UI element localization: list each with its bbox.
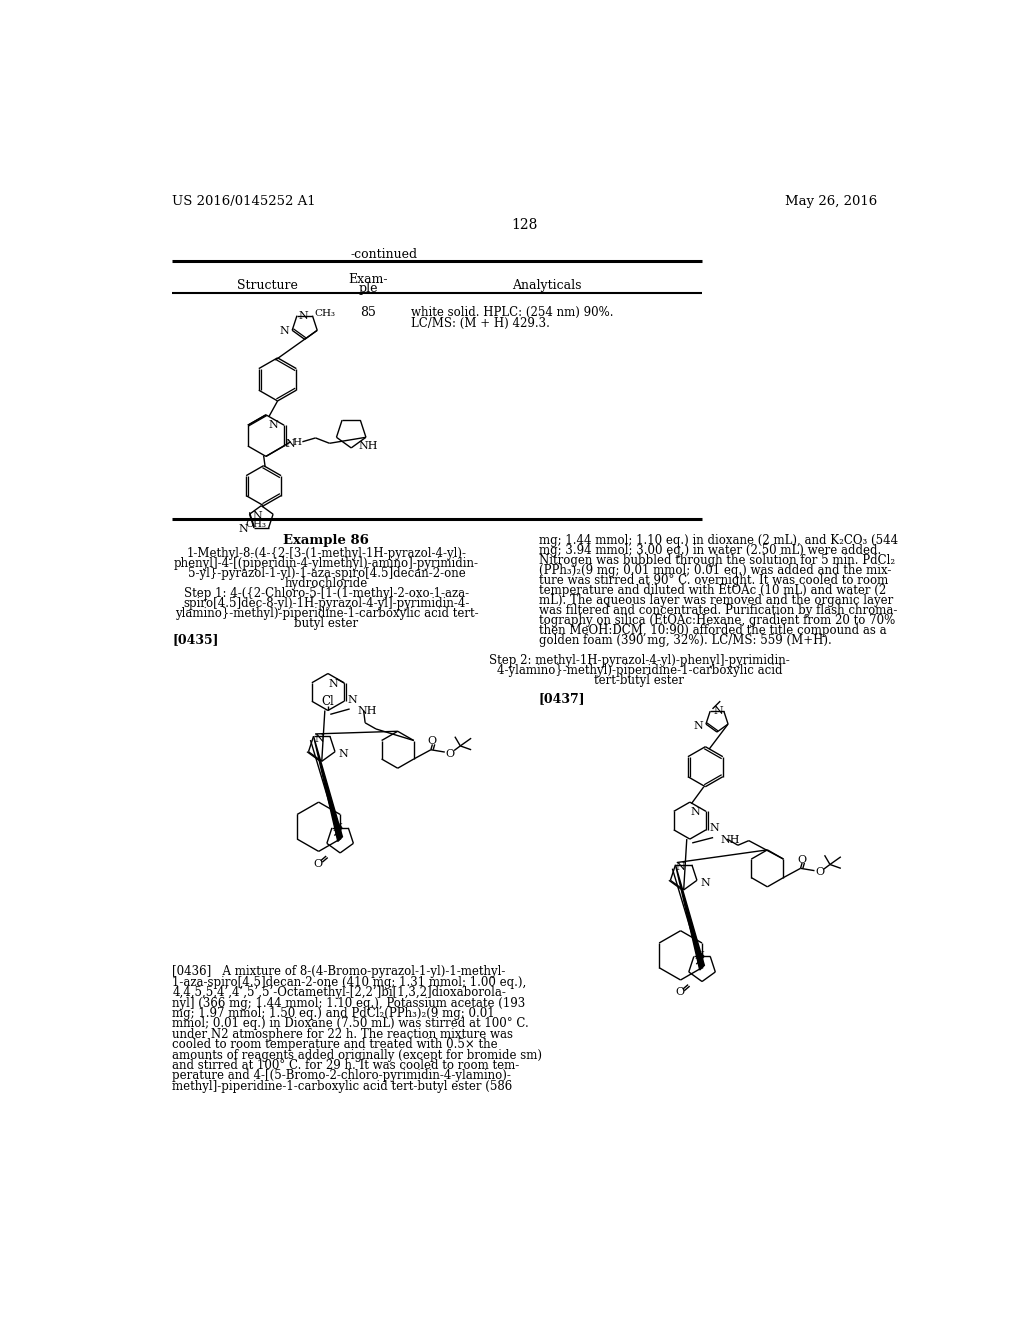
Text: CH₃: CH₃ [314,309,335,318]
Text: NH: NH [721,834,740,845]
Text: [0436]   A mixture of 8-(4-Bromo-pyrazol-1-yl)-1-methyl-: [0436] A mixture of 8-(4-Bromo-pyrazol-1… [172,965,506,978]
Text: butyl ester: butyl ester [294,616,358,630]
Polygon shape [313,737,342,841]
Text: 85: 85 [360,306,376,319]
Text: H: H [293,438,301,447]
Text: US 2016/0145252 A1: US 2016/0145252 A1 [172,194,315,207]
Text: N: N [299,310,308,321]
Text: Analyticals: Analyticals [512,280,582,292]
Text: phenyl]-4-[(piperidin-4-ylmethyl)-amino]-pyrimidin-: phenyl]-4-[(piperidin-4-ylmethyl)-amino]… [174,557,479,570]
Text: O: O [428,737,437,746]
Text: 4-ylamino}-methyl)-piperidine-1-carboxylic acid: 4-ylamino}-methyl)-piperidine-1-carboxyl… [497,664,782,677]
Text: 5-yl}-pyrazol-1-yl)-1-aza-spiro[4.5]decan-2-one: 5-yl}-pyrazol-1-yl)-1-aza-spiro[4.5]deca… [187,568,465,581]
Text: N: N [676,862,686,873]
Text: spiro[4.5]dec-8-yl)-1H-pyrazol-4-yl]-pyrimidin-4-: spiro[4.5]dec-8-yl)-1H-pyrazol-4-yl]-pyr… [183,597,470,610]
Text: Step 2: methyl-1H-pyrazol-4-yl)-phenyl]-pyrimidin-: Step 2: methyl-1H-pyrazol-4-yl)-phenyl]-… [489,655,790,668]
Text: LC/MS: (M + H) 429.3.: LC/MS: (M + H) 429.3. [411,317,550,330]
Text: N: N [314,734,324,743]
Text: N: N [694,952,705,961]
Text: ture was stirred at 90° C. overnight. It was cooled to room: ture was stirred at 90° C. overnight. It… [539,574,888,587]
Text: and stirred at 100° C. for 29 h. It was cooled to room tem-: and stirred at 100° C. for 29 h. It was … [172,1059,519,1072]
Text: N: N [333,822,342,833]
Text: mg; 1.97 mmol; 1.50 eq.) and PdCl₂(PPh₃)₂(9 mg; 0.01: mg; 1.97 mmol; 1.50 eq.) and PdCl₂(PPh₃)… [172,1007,495,1020]
Text: -continued: -continued [350,248,418,261]
Text: white solid. HPLC: (254 nm) 90%.: white solid. HPLC: (254 nm) 90%. [411,306,613,319]
Text: N: N [347,694,357,705]
Text: nyl] (366 mg; 1.44 mmol; 1.10 eq.), Potassium acetate (193: nyl] (366 mg; 1.44 mmol; 1.10 eq.), Pota… [172,997,525,1010]
Text: N: N [286,438,295,449]
Text: tography on silica (EtOAc:Hexane, gradient from 20 to 70%: tography on silica (EtOAc:Hexane, gradie… [539,614,895,627]
Text: O: O [798,855,807,865]
Text: N: N [714,706,723,717]
Text: [0435]: [0435] [172,634,219,647]
Text: then MeOH:DCM, 10:90) afforded the title compound as a: then MeOH:DCM, 10:90) afforded the title… [539,624,887,638]
Text: N: N [328,678,338,689]
Text: hydrochloride: hydrochloride [285,577,368,590]
Text: 1-aza-spiro[4.5]decan-2-one (410 mg; 1.31 mmol; 1.00 eq.),: 1-aza-spiro[4.5]decan-2-one (410 mg; 1.3… [172,975,526,989]
Text: (PPh₃)₂(9 mg; 0.01 mmol; 0.01 eq.) was added and the mix-: (PPh₃)₂(9 mg; 0.01 mmol; 0.01 eq.) was a… [539,564,891,577]
Text: tert-butyl ester: tert-butyl ester [595,675,684,688]
Text: cooled to room temperature and treated with 0.5× the: cooled to room temperature and treated w… [172,1038,498,1051]
Text: 128: 128 [512,218,538,232]
Text: mg; 1.44 mmol; 1.10 eq.) in dioxane (2 mL), and K₂CO₃ (544: mg; 1.44 mmol; 1.10 eq.) in dioxane (2 m… [539,535,898,548]
Text: May 26, 2016: May 26, 2016 [785,194,878,207]
Text: temperature and diluted with EtOAc (10 mL) and water (2: temperature and diluted with EtOAc (10 m… [539,585,886,597]
Text: NH: NH [357,706,377,717]
Text: N: N [700,878,710,887]
Text: N: N [693,721,702,730]
Text: O: O [815,867,824,878]
Text: perature and 4-[(5-Bromo-2-chloro-pyrimidin-4-ylamino)-: perature and 4-[(5-Bromo-2-chloro-pyrimi… [172,1069,511,1082]
Text: O: O [314,859,323,869]
Text: CH₃: CH₃ [245,520,266,529]
Text: O: O [445,748,455,759]
Text: Example 86: Example 86 [284,535,370,548]
Text: Cl: Cl [322,694,334,708]
Polygon shape [676,865,705,970]
Text: N: N [338,748,348,759]
Text: N: N [253,511,262,520]
Text: Structure: Structure [238,280,298,292]
Text: mL). The aqueous layer was removed and the organic layer: mL). The aqueous layer was removed and t… [539,594,893,607]
Text: 1-Methyl-8-(4-{2-[3-(1-methyl-1H-pyrazol-4-yl)-: 1-Methyl-8-(4-{2-[3-(1-methyl-1H-pyrazol… [186,548,466,560]
Text: mmol; 0.01 eq.) in Dioxane (7.50 mL) was stirred at 100° C.: mmol; 0.01 eq.) in Dioxane (7.50 mL) was… [172,1018,529,1031]
Text: ylamino}-methyl)-piperidine-1-carboxylic acid tert-: ylamino}-methyl)-piperidine-1-carboxylic… [174,607,478,619]
Text: 4,4,5,5,4’,4’,5’,5’-Octamethyl-[2,2’]bi[1,3,2]dioxaborola-: 4,4,5,5,4’,4’,5’,5’-Octamethyl-[2,2’]bi[… [172,986,506,999]
Text: under N2 atmosphere for 22 h. The reaction mixture was: under N2 atmosphere for 22 h. The reacti… [172,1028,513,1040]
Text: Nitrogen was bubbled through the solution for 5 min. PdCl₂: Nitrogen was bubbled through the solutio… [539,554,895,568]
Text: N: N [238,524,248,535]
Text: golden foam (390 mg, 32%). LC/MS: 559 (M+H).: golden foam (390 mg, 32%). LC/MS: 559 (M… [539,635,831,647]
Text: N: N [280,326,289,337]
Text: Exam-: Exam- [348,273,388,286]
Text: was filtered and concentrated. Purification by flash chroma-: was filtered and concentrated. Purificat… [539,605,897,618]
Text: N: N [690,807,699,817]
Text: methyl]-piperidine-1-carboxylic acid tert-butyl ester (586: methyl]-piperidine-1-carboxylic acid ter… [172,1080,512,1093]
Text: [0437]: [0437] [539,692,586,705]
Text: NH: NH [359,441,379,450]
Text: N: N [709,824,719,833]
Text: O: O [676,987,685,998]
Text: Step 1: 4-({2-Chloro-5-[1-(1-methyl-2-oxo-1-aza-: Step 1: 4-({2-Chloro-5-[1-(1-methyl-2-ox… [184,586,469,599]
Text: mg; 3.94 mmol; 3.00 eq.) in water (2.50 mL) were added.: mg; 3.94 mmol; 3.00 eq.) in water (2.50 … [539,544,881,557]
Text: amounts of reagents added originally (except for bromide sm): amounts of reagents added originally (ex… [172,1048,542,1061]
Text: ple: ple [358,282,378,296]
Text: N: N [268,420,278,430]
